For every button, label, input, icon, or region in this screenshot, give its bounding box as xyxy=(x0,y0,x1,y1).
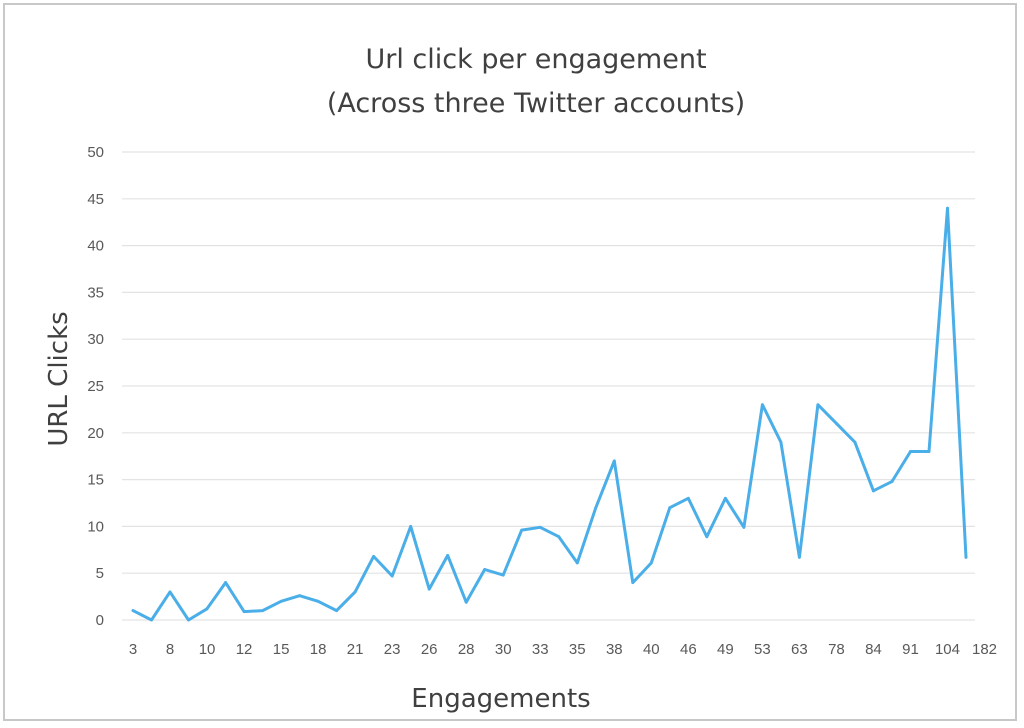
y-tick-label: 15 xyxy=(87,472,104,489)
data-point xyxy=(538,525,542,529)
data-point xyxy=(298,594,301,598)
data-point xyxy=(668,506,672,510)
y-tick-label: 35 xyxy=(87,284,104,301)
y-tick-label: 50 xyxy=(87,144,104,161)
x-tick-label: 49 xyxy=(717,641,734,658)
data-point xyxy=(760,403,764,407)
x-tick-label: 78 xyxy=(828,641,845,658)
y-tick-label: 45 xyxy=(87,191,104,208)
x-tick-label: 33 xyxy=(532,641,549,658)
data-point xyxy=(631,581,635,584)
data-point xyxy=(427,587,431,591)
data-point xyxy=(372,554,376,558)
data-point xyxy=(798,555,801,559)
data-point xyxy=(353,590,357,594)
data-point xyxy=(520,528,524,532)
data-point xyxy=(168,590,172,594)
data-point xyxy=(890,480,894,483)
y-tick-label: 10 xyxy=(87,518,104,535)
x-tick-label: 26 xyxy=(421,641,438,658)
data-point xyxy=(557,535,561,539)
y-axis-label: URL Clicks xyxy=(44,311,74,446)
x-axis-ticks: 3 8 10 12 15 18 21 23 26 28 30 33 35 38 40 46 49 53 63 78 84… xyxy=(129,641,997,658)
x-tick-label: 104 xyxy=(935,641,960,658)
x-tick-label: 18 xyxy=(310,641,327,658)
data-point xyxy=(150,618,153,622)
gridlines xyxy=(122,151,975,621)
y-tick-label: 5 xyxy=(96,565,104,582)
data-point xyxy=(686,496,690,500)
x-tick-label: 21 xyxy=(347,641,364,658)
y-tick-label: 30 xyxy=(87,331,104,348)
data-point xyxy=(464,600,468,604)
y-tick-label: 25 xyxy=(87,378,104,395)
url-clicks-line xyxy=(131,206,968,622)
series xyxy=(131,206,968,622)
chart-title-line-1: Url click per engagement xyxy=(365,44,706,75)
data-point xyxy=(409,525,413,528)
data-point xyxy=(705,535,709,539)
x-tick-label: 46 xyxy=(680,641,697,658)
x-tick-label: 23 xyxy=(384,641,401,658)
data-point xyxy=(446,554,450,557)
x-tick-label: 10 xyxy=(199,641,216,658)
data-point xyxy=(853,440,857,444)
data-point xyxy=(261,609,264,613)
x-tick-label: 53 xyxy=(754,641,771,658)
chart-title-line-2: (Across three Twitter accounts) xyxy=(327,88,745,119)
x-tick-label: 30 xyxy=(495,641,512,658)
data-point xyxy=(723,496,727,500)
data-point xyxy=(575,561,579,565)
x-axis-label: Engagements xyxy=(411,684,590,714)
x-tick-label: 182 xyxy=(972,641,997,658)
x-tick-label: 8 xyxy=(166,641,174,658)
data-point xyxy=(835,422,838,425)
data-point xyxy=(224,581,227,584)
data-point xyxy=(501,573,505,577)
data-point xyxy=(335,609,339,613)
x-tick-label: 15 xyxy=(273,641,290,658)
data-point xyxy=(390,574,394,578)
chart-frame xyxy=(3,3,1017,721)
data-point xyxy=(649,561,653,565)
data-point xyxy=(483,568,487,571)
y-axis-ticks: 0 5 10 15 20 25 30 35 40 45 50 xyxy=(87,144,104,629)
y-tick-label: 20 xyxy=(87,425,104,442)
data-point xyxy=(742,525,746,529)
x-tick-label: 84 xyxy=(865,641,882,658)
data-point xyxy=(242,610,246,613)
data-point xyxy=(187,618,190,622)
data-point xyxy=(131,609,135,613)
x-tick-label: 28 xyxy=(458,641,475,658)
x-tick-label: 3 xyxy=(129,641,137,658)
y-tick-label: 0 xyxy=(96,612,104,629)
data-point xyxy=(816,403,820,407)
data-point xyxy=(927,450,931,453)
y-tick-label: 40 xyxy=(87,238,104,255)
data-point xyxy=(909,450,912,453)
data-point xyxy=(205,607,209,611)
data-point xyxy=(872,489,875,493)
data-point xyxy=(612,459,616,463)
data-point xyxy=(594,506,598,510)
x-tick-label: 12 xyxy=(236,641,253,658)
data-point xyxy=(964,555,968,559)
data-point xyxy=(316,599,320,603)
data-point xyxy=(779,440,783,444)
x-tick-label: 35 xyxy=(569,641,586,658)
data-point xyxy=(279,599,283,603)
x-tick-label: 40 xyxy=(643,641,660,658)
x-tick-label: 63 xyxy=(791,641,808,658)
data-point xyxy=(946,206,949,210)
x-tick-label: 38 xyxy=(606,641,623,658)
x-tick-label: 91 xyxy=(902,641,919,658)
